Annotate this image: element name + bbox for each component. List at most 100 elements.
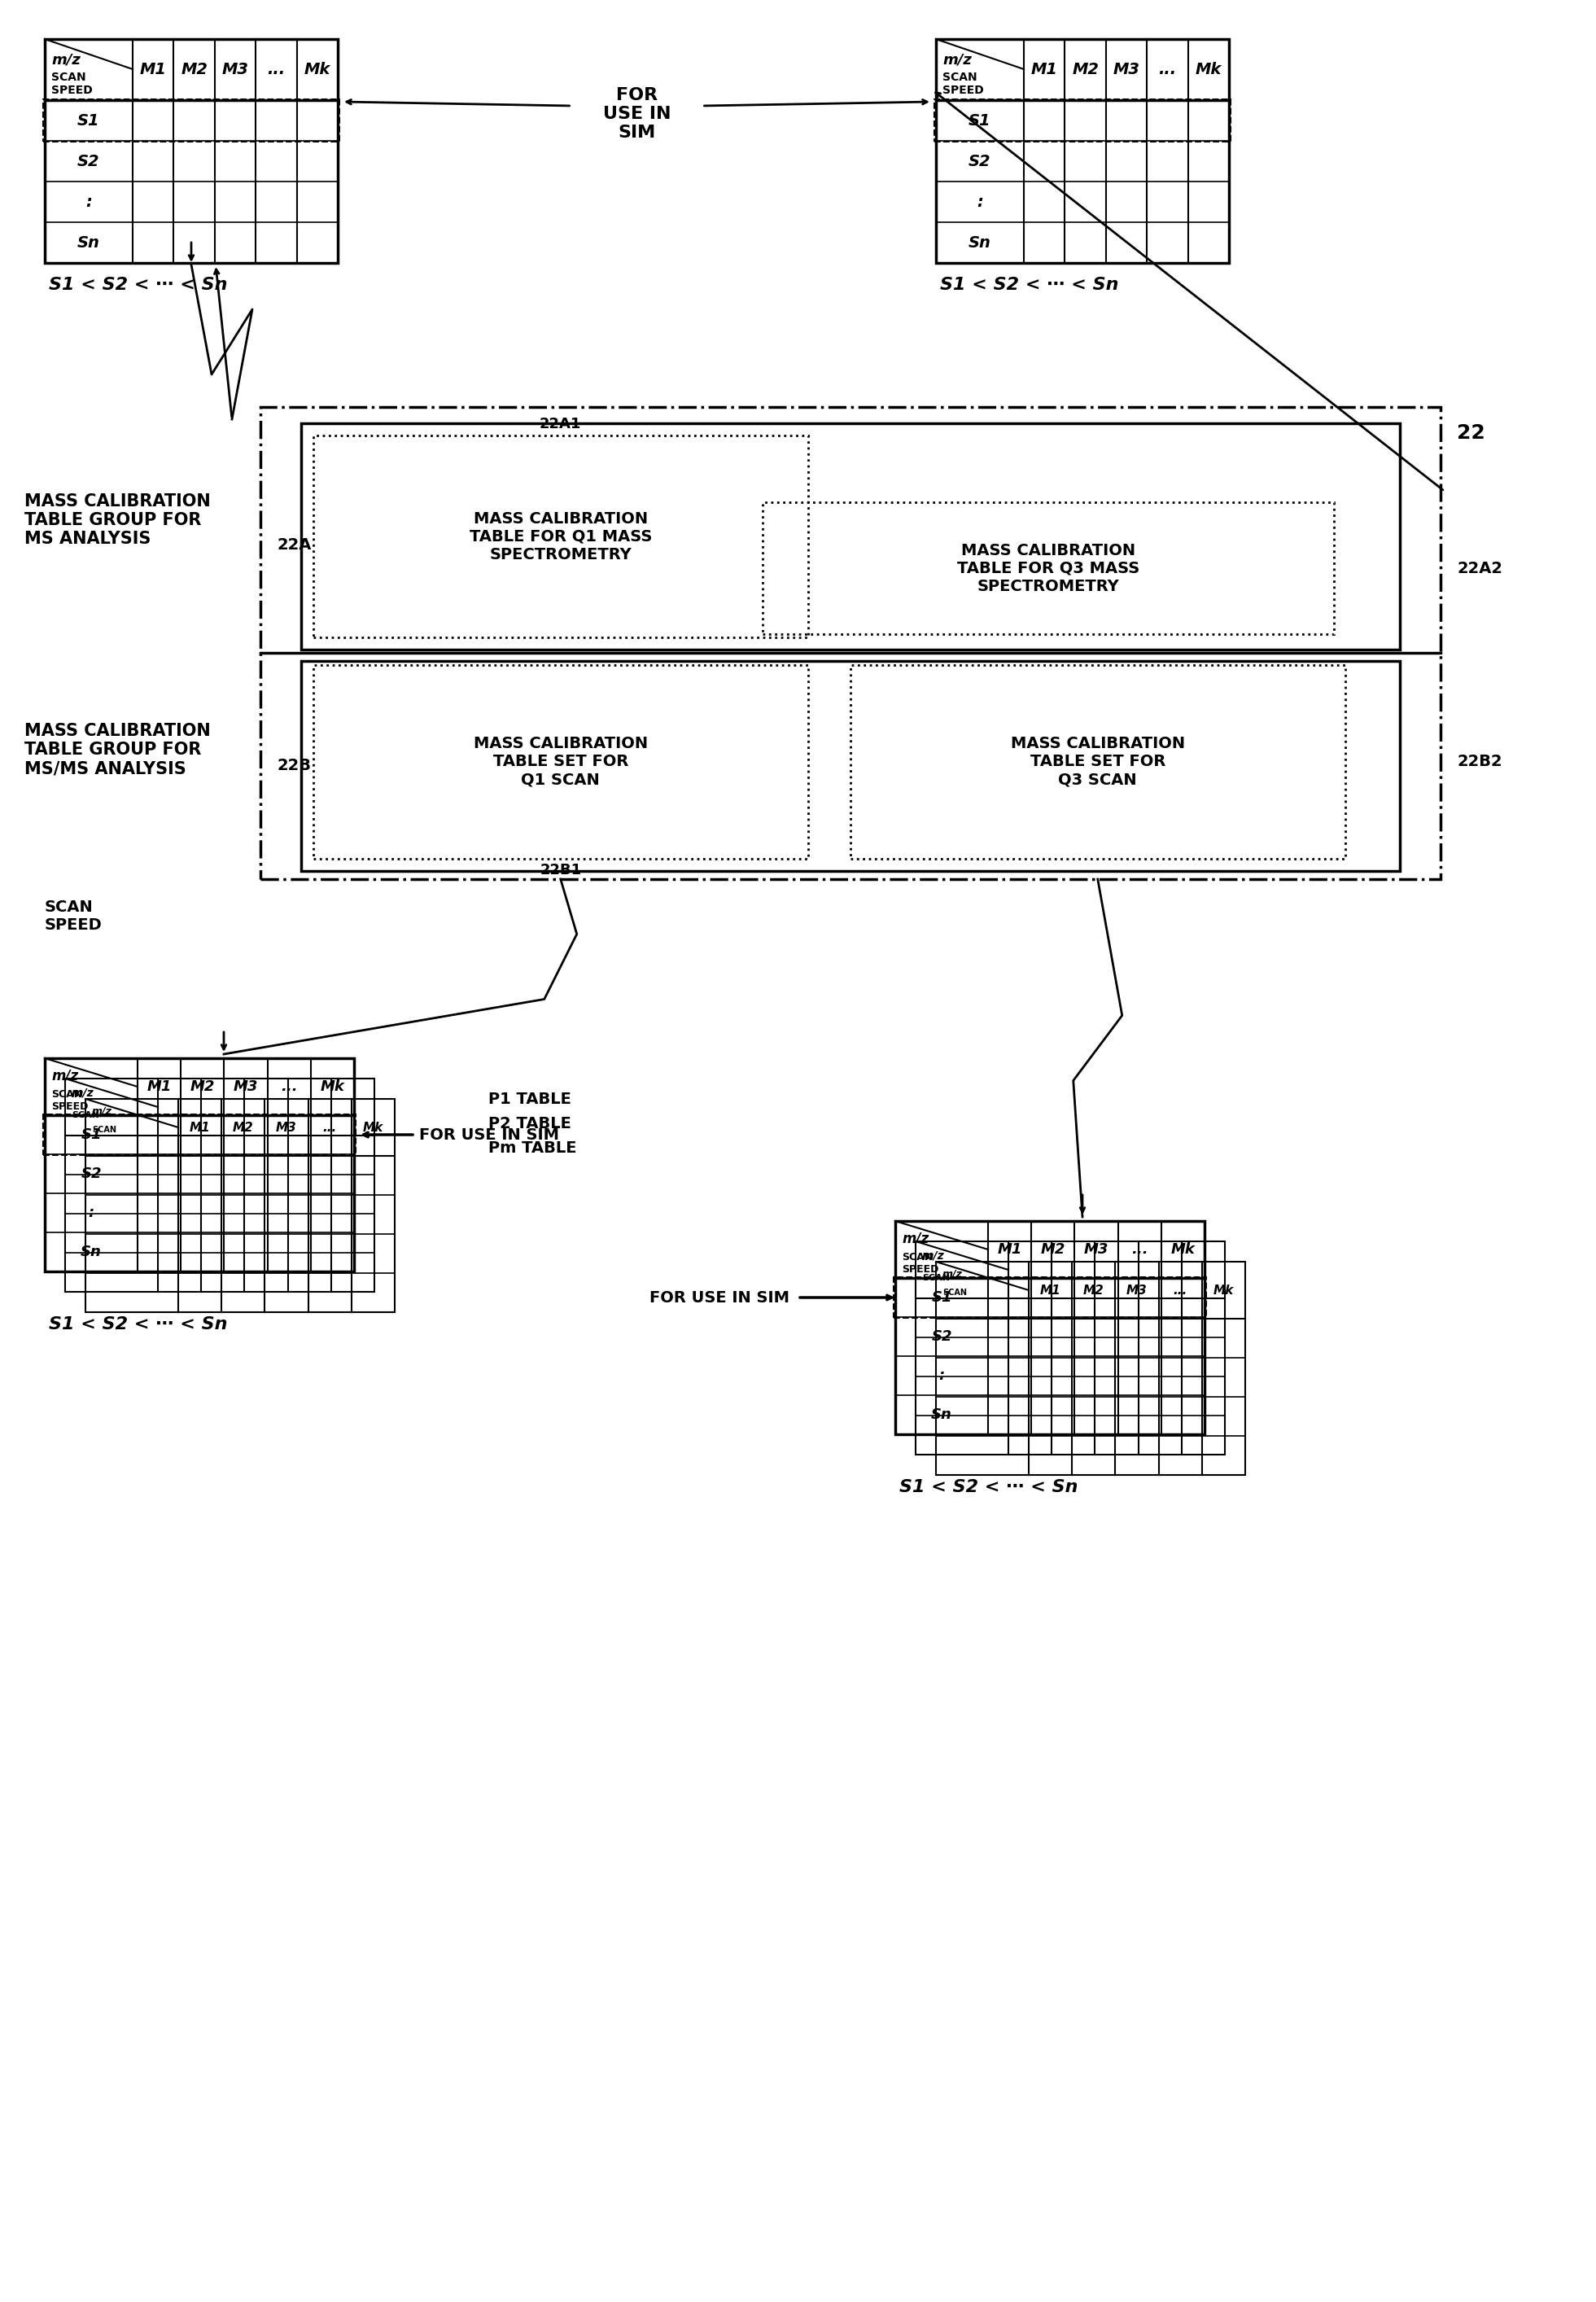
Text: M2: M2 bbox=[233, 1121, 254, 1133]
Text: Mk: Mk bbox=[321, 1080, 345, 1093]
Text: 22B1: 22B1 bbox=[539, 863, 581, 877]
Text: m/z: m/z bbox=[51, 53, 80, 67]
Bar bbox=[260, 407, 1441, 879]
Text: SCAN
SPEED: SCAN SPEED bbox=[45, 900, 102, 932]
Text: ...: ... bbox=[1173, 1285, 1187, 1296]
Bar bbox=[43, 99, 340, 143]
Bar bbox=[86, 1098, 394, 1312]
Text: P2 TABLE: P2 TABLE bbox=[488, 1116, 571, 1133]
Text: Mk: Mk bbox=[1213, 1285, 1234, 1296]
Text: MASS CALIBRATION
TABLE SET FOR
Q3 SCAN: MASS CALIBRATION TABLE SET FOR Q3 SCAN bbox=[1010, 737, 1184, 787]
Text: M1: M1 bbox=[1041, 1285, 1061, 1296]
Text: 22A2: 22A2 bbox=[1457, 562, 1502, 576]
Text: m/z: m/z bbox=[93, 1105, 112, 1116]
Bar bbox=[313, 435, 808, 638]
Text: 22B: 22B bbox=[276, 757, 311, 773]
Text: M1: M1 bbox=[140, 62, 166, 78]
Bar bbox=[45, 39, 338, 262]
Text: SCAN
SPEED: SCAN SPEED bbox=[902, 1252, 938, 1275]
Text: ...: ... bbox=[281, 1080, 297, 1093]
Text: ...: ... bbox=[267, 62, 286, 78]
Text: M3: M3 bbox=[1112, 62, 1140, 78]
Text: M1: M1 bbox=[147, 1080, 171, 1093]
Text: 22B2: 22B2 bbox=[1457, 755, 1502, 769]
Text: M1: M1 bbox=[190, 1121, 211, 1133]
Text: S1 < S2 < ⋯ < Sn: S1 < S2 < ⋯ < Sn bbox=[940, 276, 1119, 292]
Text: M3: M3 bbox=[233, 1080, 259, 1093]
Text: M2: M2 bbox=[1084, 1285, 1104, 1296]
Text: MASS CALIBRATION
TABLE GROUP FOR
MS ANALYSIS: MASS CALIBRATION TABLE GROUP FOR MS ANAL… bbox=[24, 493, 211, 548]
Text: SCAN
SPEED: SCAN SPEED bbox=[943, 71, 983, 97]
Text: MASS CALIBRATION
TABLE FOR Q3 MASS
SPECTROMETRY: MASS CALIBRATION TABLE FOR Q3 MASS SPECT… bbox=[958, 543, 1140, 594]
Text: FOR USE IN SIM: FOR USE IN SIM bbox=[420, 1128, 559, 1142]
Text: :: : bbox=[977, 193, 983, 209]
Text: S2: S2 bbox=[78, 154, 101, 168]
Text: :: : bbox=[88, 1206, 94, 1220]
Text: S1 < S2 < ⋯ < Sn: S1 < S2 < ⋯ < Sn bbox=[899, 1480, 1077, 1496]
Text: M3: M3 bbox=[222, 62, 249, 78]
Text: M3: M3 bbox=[1127, 1285, 1148, 1296]
Text: S1: S1 bbox=[932, 1289, 953, 1305]
Text: M2: M2 bbox=[180, 62, 207, 78]
Text: SCAN
SPEED: SCAN SPEED bbox=[51, 1089, 88, 1112]
Text: Mk: Mk bbox=[305, 62, 330, 78]
Text: M2: M2 bbox=[1073, 62, 1098, 78]
Bar bbox=[65, 1080, 375, 1291]
Bar bbox=[763, 502, 1334, 633]
Bar bbox=[895, 1220, 1205, 1434]
Text: m/z: m/z bbox=[943, 53, 972, 67]
Text: m/z: m/z bbox=[902, 1232, 929, 1245]
Text: M1: M1 bbox=[1031, 62, 1058, 78]
Text: S2: S2 bbox=[932, 1328, 953, 1344]
Text: M2: M2 bbox=[190, 1080, 215, 1093]
Text: 22: 22 bbox=[1457, 424, 1486, 442]
Text: S2: S2 bbox=[81, 1167, 102, 1181]
Text: Mk: Mk bbox=[362, 1121, 383, 1133]
Text: S1 < S2 < ⋯ < Sn: S1 < S2 < ⋯ < Sn bbox=[49, 276, 228, 292]
Text: 22A: 22A bbox=[276, 536, 311, 552]
Text: m/z: m/z bbox=[922, 1250, 945, 1261]
Text: M2: M2 bbox=[1041, 1243, 1066, 1257]
Text: m/z: m/z bbox=[51, 1068, 78, 1084]
Text: SCAN
SPEED: SCAN SPEED bbox=[51, 71, 93, 97]
Text: ...: ... bbox=[322, 1121, 337, 1133]
Text: SCAN: SCAN bbox=[922, 1273, 950, 1282]
Text: 22A1: 22A1 bbox=[539, 417, 581, 430]
Text: ...: ... bbox=[1132, 1243, 1148, 1257]
Text: M1: M1 bbox=[998, 1243, 1021, 1257]
Text: FOR USE IN SIM: FOR USE IN SIM bbox=[650, 1289, 790, 1305]
Text: SCAN: SCAN bbox=[943, 1289, 967, 1296]
Text: m/z: m/z bbox=[72, 1087, 94, 1098]
Text: S2: S2 bbox=[969, 154, 991, 168]
Bar bbox=[313, 665, 808, 859]
Text: Mk: Mk bbox=[1195, 62, 1221, 78]
Bar bbox=[916, 1241, 1224, 1455]
Text: MASS CALIBRATION
TABLE GROUP FOR
MS/MS ANALYSIS: MASS CALIBRATION TABLE GROUP FOR MS/MS A… bbox=[24, 723, 211, 776]
Bar bbox=[302, 424, 1400, 649]
Text: P1 TABLE: P1 TABLE bbox=[488, 1091, 571, 1107]
Text: S1: S1 bbox=[81, 1128, 102, 1142]
Text: FOR
USE IN
SIM: FOR USE IN SIM bbox=[603, 87, 670, 140]
Text: MASS CALIBRATION
TABLE FOR Q1 MASS
SPECTROMETRY: MASS CALIBRATION TABLE FOR Q1 MASS SPECT… bbox=[469, 511, 651, 562]
Bar bbox=[302, 661, 1400, 870]
Text: M3: M3 bbox=[276, 1121, 297, 1133]
Bar bbox=[45, 1059, 354, 1271]
Bar bbox=[935, 39, 1229, 262]
Text: Sn: Sn bbox=[77, 235, 101, 251]
Bar bbox=[894, 1278, 1207, 1317]
Bar bbox=[43, 1114, 356, 1156]
Text: M3: M3 bbox=[1084, 1243, 1109, 1257]
Text: :: : bbox=[938, 1367, 945, 1384]
Text: MASS CALIBRATION
TABLE SET FOR
Q1 SCAN: MASS CALIBRATION TABLE SET FOR Q1 SCAN bbox=[474, 737, 648, 787]
Text: SCAN: SCAN bbox=[93, 1126, 117, 1135]
Bar bbox=[935, 1261, 1245, 1476]
Text: m/z: m/z bbox=[943, 1268, 962, 1280]
Text: S1: S1 bbox=[78, 113, 101, 129]
Text: SCAN: SCAN bbox=[72, 1112, 99, 1119]
Bar bbox=[851, 665, 1345, 859]
Text: :: : bbox=[86, 193, 93, 209]
Text: S1 < S2 < ⋯ < Sn: S1 < S2 < ⋯ < Sn bbox=[49, 1317, 228, 1333]
Text: ...: ... bbox=[1159, 62, 1176, 78]
Text: Sn: Sn bbox=[930, 1407, 953, 1423]
Text: Sn: Sn bbox=[969, 235, 991, 251]
